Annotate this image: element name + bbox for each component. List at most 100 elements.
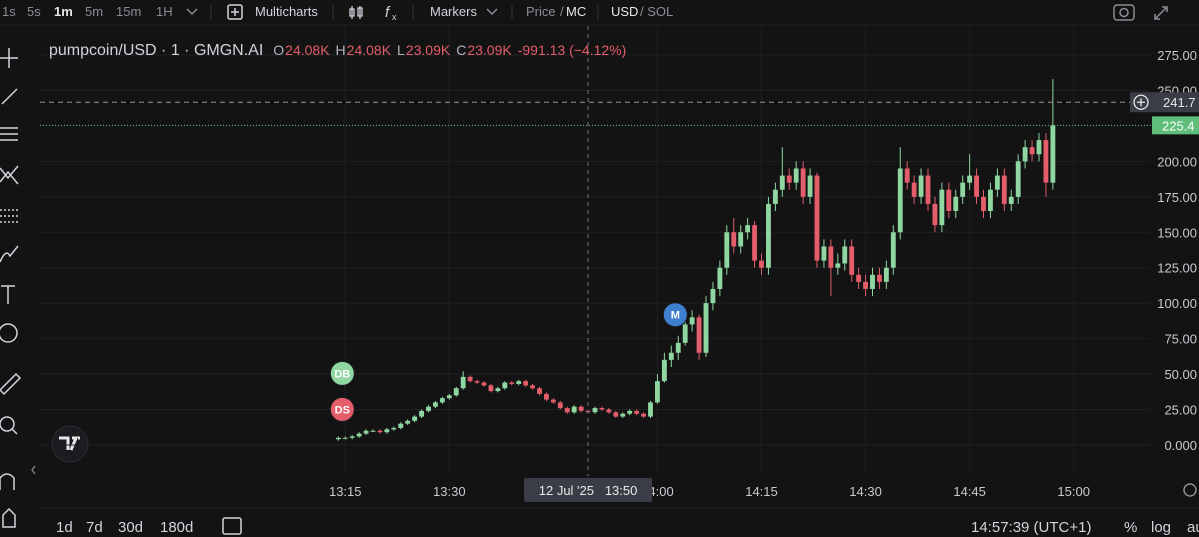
ohlc-value: 23.09K <box>467 42 512 58</box>
candle-body <box>779 175 785 190</box>
ohlc-value: 23.09K <box>405 42 451 58</box>
candle-body <box>606 409 612 413</box>
markers-button[interactable]: Markers <box>430 4 477 19</box>
candle-body <box>870 274 875 289</box>
measure-tool[interactable] <box>0 372 22 396</box>
y-tick-label: 125.00 <box>1157 261 1197 276</box>
candle-body <box>537 388 542 394</box>
mc-toggle[interactable]: MC <box>566 4 587 19</box>
candle-body <box>835 263 841 268</box>
candle-body <box>391 427 397 430</box>
candle-body <box>856 274 862 282</box>
x-tick-label: 14:15 <box>745 484 778 499</box>
candle-body <box>433 402 438 407</box>
candle-body <box>474 381 480 383</box>
candle-body <box>335 437 341 440</box>
candle-body <box>675 342 681 353</box>
dropdown-chevron[interactable] <box>486 8 498 16</box>
log-toggle[interactable]: log <box>1151 519 1172 536</box>
range-button[interactable]: 7d <box>86 519 103 536</box>
interval-button[interactable]: 1s <box>2 4 16 19</box>
y-tick-label: 275.00 <box>1157 48 1197 63</box>
candle-body <box>994 175 1000 190</box>
crosshair-tool[interactable] <box>0 48 18 68</box>
fullscreen-icon[interactable] <box>1154 6 1168 20</box>
add-alert-button <box>1137 98 1145 107</box>
candle-body <box>523 381 529 386</box>
zoom-tool[interactable] <box>0 416 15 432</box>
candle-body <box>453 388 459 396</box>
indicator-icon[interactable]: f <box>385 4 391 21</box>
lock-tool[interactable] <box>2 507 16 528</box>
brush-tool[interactable] <box>0 245 19 263</box>
pattern-tool[interactable] <box>0 165 19 185</box>
settings-icon[interactable] <box>1183 483 1197 497</box>
y-tick-label: 75.00 <box>1164 332 1197 347</box>
dropdown-chevron[interactable] <box>186 8 198 16</box>
date-range-icon[interactable] <box>222 517 242 535</box>
candle-body <box>689 317 695 325</box>
candle-body <box>1022 147 1028 162</box>
candle-body <box>883 267 889 282</box>
x-tick-label: 15:00 <box>1057 484 1090 499</box>
fib-tool[interactable] <box>0 127 18 141</box>
range-button[interactable]: 1d <box>56 519 73 536</box>
candle-body <box>939 189 945 226</box>
line-tool[interactable] <box>1 88 18 105</box>
add-alert-button[interactable] <box>1133 94 1149 110</box>
candle-body <box>592 408 598 413</box>
candle-body <box>564 408 570 413</box>
zoom-tool <box>11 428 18 435</box>
crosshair-price-label: 241.7 <box>1163 95 1196 110</box>
multicharts-icon[interactable] <box>227 4 243 20</box>
candle-body <box>988 189 993 211</box>
candle-body <box>946 189 952 211</box>
screenshot-icon[interactable] <box>1113 4 1135 21</box>
y-tick-label: 0.000 <box>1164 438 1197 453</box>
x-tick-label: 13:30 <box>433 484 466 499</box>
change-value: -991.13 (−4.12%) <box>517 42 627 58</box>
candle-body <box>960 182 966 197</box>
range-button[interactable]: 30d <box>118 519 144 536</box>
candle-body <box>738 232 744 247</box>
projection-tool[interactable] <box>0 209 18 223</box>
candle-body <box>1036 140 1042 155</box>
y-tick-label: 25.00 <box>1164 402 1197 417</box>
range-button[interactable]: 180d <box>160 519 194 536</box>
plus-icon <box>231 8 239 16</box>
candle-body <box>661 359 667 382</box>
collapse-arrow[interactable] <box>31 465 36 475</box>
icon-tool[interactable] <box>0 323 18 343</box>
event-marker-label: M <box>671 310 680 322</box>
crosshair-price-tag <box>1130 92 1199 113</box>
usd-toggle[interactable]: USD <box>611 4 639 19</box>
candle-body <box>967 175 973 183</box>
x-tick-label: 13:15 <box>329 484 362 499</box>
candle-body <box>467 376 473 382</box>
interval-button[interactable]: 5s <box>27 4 41 19</box>
clock[interactable]: 14:57:39 (UTC+1) <box>971 519 1092 536</box>
sol-toggle[interactable]: / SOL <box>640 4 674 19</box>
candle-icon[interactable] <box>349 6 363 19</box>
interval-button[interactable]: 5m <box>85 4 104 19</box>
candle-body <box>731 232 737 247</box>
text-tool[interactable] <box>1 285 15 304</box>
candle-body <box>696 317 702 353</box>
auto-toggle[interactable]: au <box>1187 519 1199 536</box>
multicharts-button[interactable]: Multicharts <box>255 4 318 19</box>
candle-body <box>509 382 515 384</box>
interval-button[interactable]: 15m <box>116 4 142 19</box>
candle-body <box>1015 161 1021 197</box>
interval-button[interactable]: 1H <box>156 4 173 19</box>
percent-toggle[interactable]: % <box>1124 519 1138 536</box>
magnet-tool[interactable] <box>0 473 15 490</box>
candle-body <box>786 175 792 183</box>
indicator-icon: x <box>392 12 397 22</box>
interval-button-active[interactable]: 1m <box>54 4 73 19</box>
candle-body <box>641 413 646 417</box>
candle-body <box>412 416 418 421</box>
candle-body <box>627 410 633 414</box>
candle-body <box>426 406 431 411</box>
candle-body <box>578 406 584 411</box>
price-toggle[interactable]: Price <box>526 4 556 19</box>
